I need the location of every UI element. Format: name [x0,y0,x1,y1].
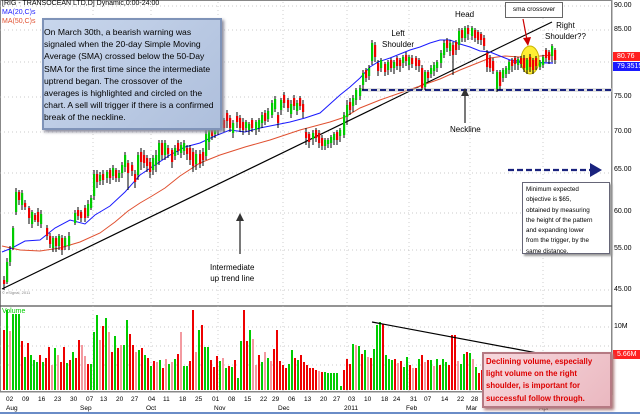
x-month: Oct [146,405,157,412]
commentary-note: On March 30th, a bearish warning was sig… [42,18,222,130]
x-tick: 28 [471,396,479,403]
x-tick: 30 [70,396,78,403]
x-month: 2011 [344,405,358,412]
last-volume-value: 5.66M [617,351,637,358]
x-tick: 22 [457,396,465,403]
left-shoulder-label: Left Shoulder [382,29,415,49]
x-tick: 03 [348,396,356,403]
ma20-value: 79.3515 [617,63,640,70]
x-tick: 10 [364,396,372,403]
x-tick: 22 [260,396,268,403]
target-note: Minimum expected objective is $65, obtai… [522,182,610,255]
note-line: uptrend began. The crossover of the [44,75,183,86]
x-month: Nov [214,405,226,412]
ma50-legend: MA(50,C)s [2,18,36,25]
right-shoulder-label: Right Shoulder?? [545,21,586,41]
x-tick: 27 [131,396,139,403]
x-tick: 06 [288,396,296,403]
note-line: signaled when the 20-day Simple Moving [44,39,201,50]
ma20-legend: MA(20,C)s [2,9,36,16]
x-month: Dec [278,405,290,412]
x-tick: 24 [393,396,401,403]
y-tick: 60.00 [614,208,632,215]
x-tick: 13 [100,396,108,403]
note-line: On March 30th, a bearish warning was [44,27,192,37]
x-tick: 20 [320,396,328,403]
y-tick: 90.00 [614,2,632,9]
note-line: Average (SMA) crossed below the 50-Day [44,51,205,62]
x-tick: 29 [272,396,280,403]
note-line: averages is highlighted and circled on t… [44,88,203,99]
ma50-line [1,54,553,252]
x-tick: 31 [410,396,418,403]
x-tick: 09 [22,396,30,403]
x-tick: 01 [212,396,220,403]
x-month: Sep [80,405,92,412]
x-month: Feb [406,405,418,412]
volume-note: Declining volume, especially light volum… [482,352,612,408]
x-tick: 07 [424,396,432,403]
y-tick: 55.00 [614,245,632,252]
x-tick: 15 [244,396,252,403]
y-tick: 70.00 [614,128,632,135]
volume-bars [3,310,555,390]
x-tick: 14 [441,396,449,403]
y-tick: 45.00 [614,286,632,293]
y-tick-volume: 10M [614,323,628,330]
trendline-label: Intermediate up trend line [210,263,255,283]
x-month: Aug [6,405,18,412]
x-tick: 02 [6,396,14,403]
x-month: Mar [466,405,478,412]
note-line: break of the neckline. [44,112,126,123]
x-tick: 08 [228,396,236,403]
x-tick: 13 [304,396,312,403]
last-price-badge [613,52,640,61]
uptrend-line [1,21,553,290]
y-tick: 85.00 [614,26,632,33]
sma-crossover-label: sma crossover [505,2,563,18]
x-tick: 11 [163,396,170,403]
last-price-value: 80.76 [617,53,635,60]
ma20-badge [613,62,640,71]
price-candles [3,25,557,290]
note-line: SMA for the first time since the interme… [44,63,211,74]
note-line: chart. A sell will trigger if there is a… [44,100,214,111]
y-tick: 65.00 [614,166,632,173]
x-tick: 27 [333,396,341,403]
volume-label: Volume [2,308,26,315]
x-tick: 07 [86,396,94,403]
symbol-header: [RIG - TRANSOCEAN LTD,D] Dynamic,0:00-24… [2,0,160,7]
x-tick: 18 [179,396,187,403]
x-tick: 16 [38,396,46,403]
x-month: Apr [539,405,550,412]
x-tick: 04 [148,396,156,403]
x-tick: 20 [116,396,124,403]
x-tick: 23 [54,396,62,403]
last-volume-badge [613,350,640,359]
neckline-label: Neckline [450,125,481,134]
y-tick: 75.00 [614,93,632,100]
x-tick: 18 [381,396,389,403]
head-label: Head [455,10,475,19]
x-tick: 25 [195,396,203,403]
copyright-text: © eSignal, 2011 [2,290,31,295]
